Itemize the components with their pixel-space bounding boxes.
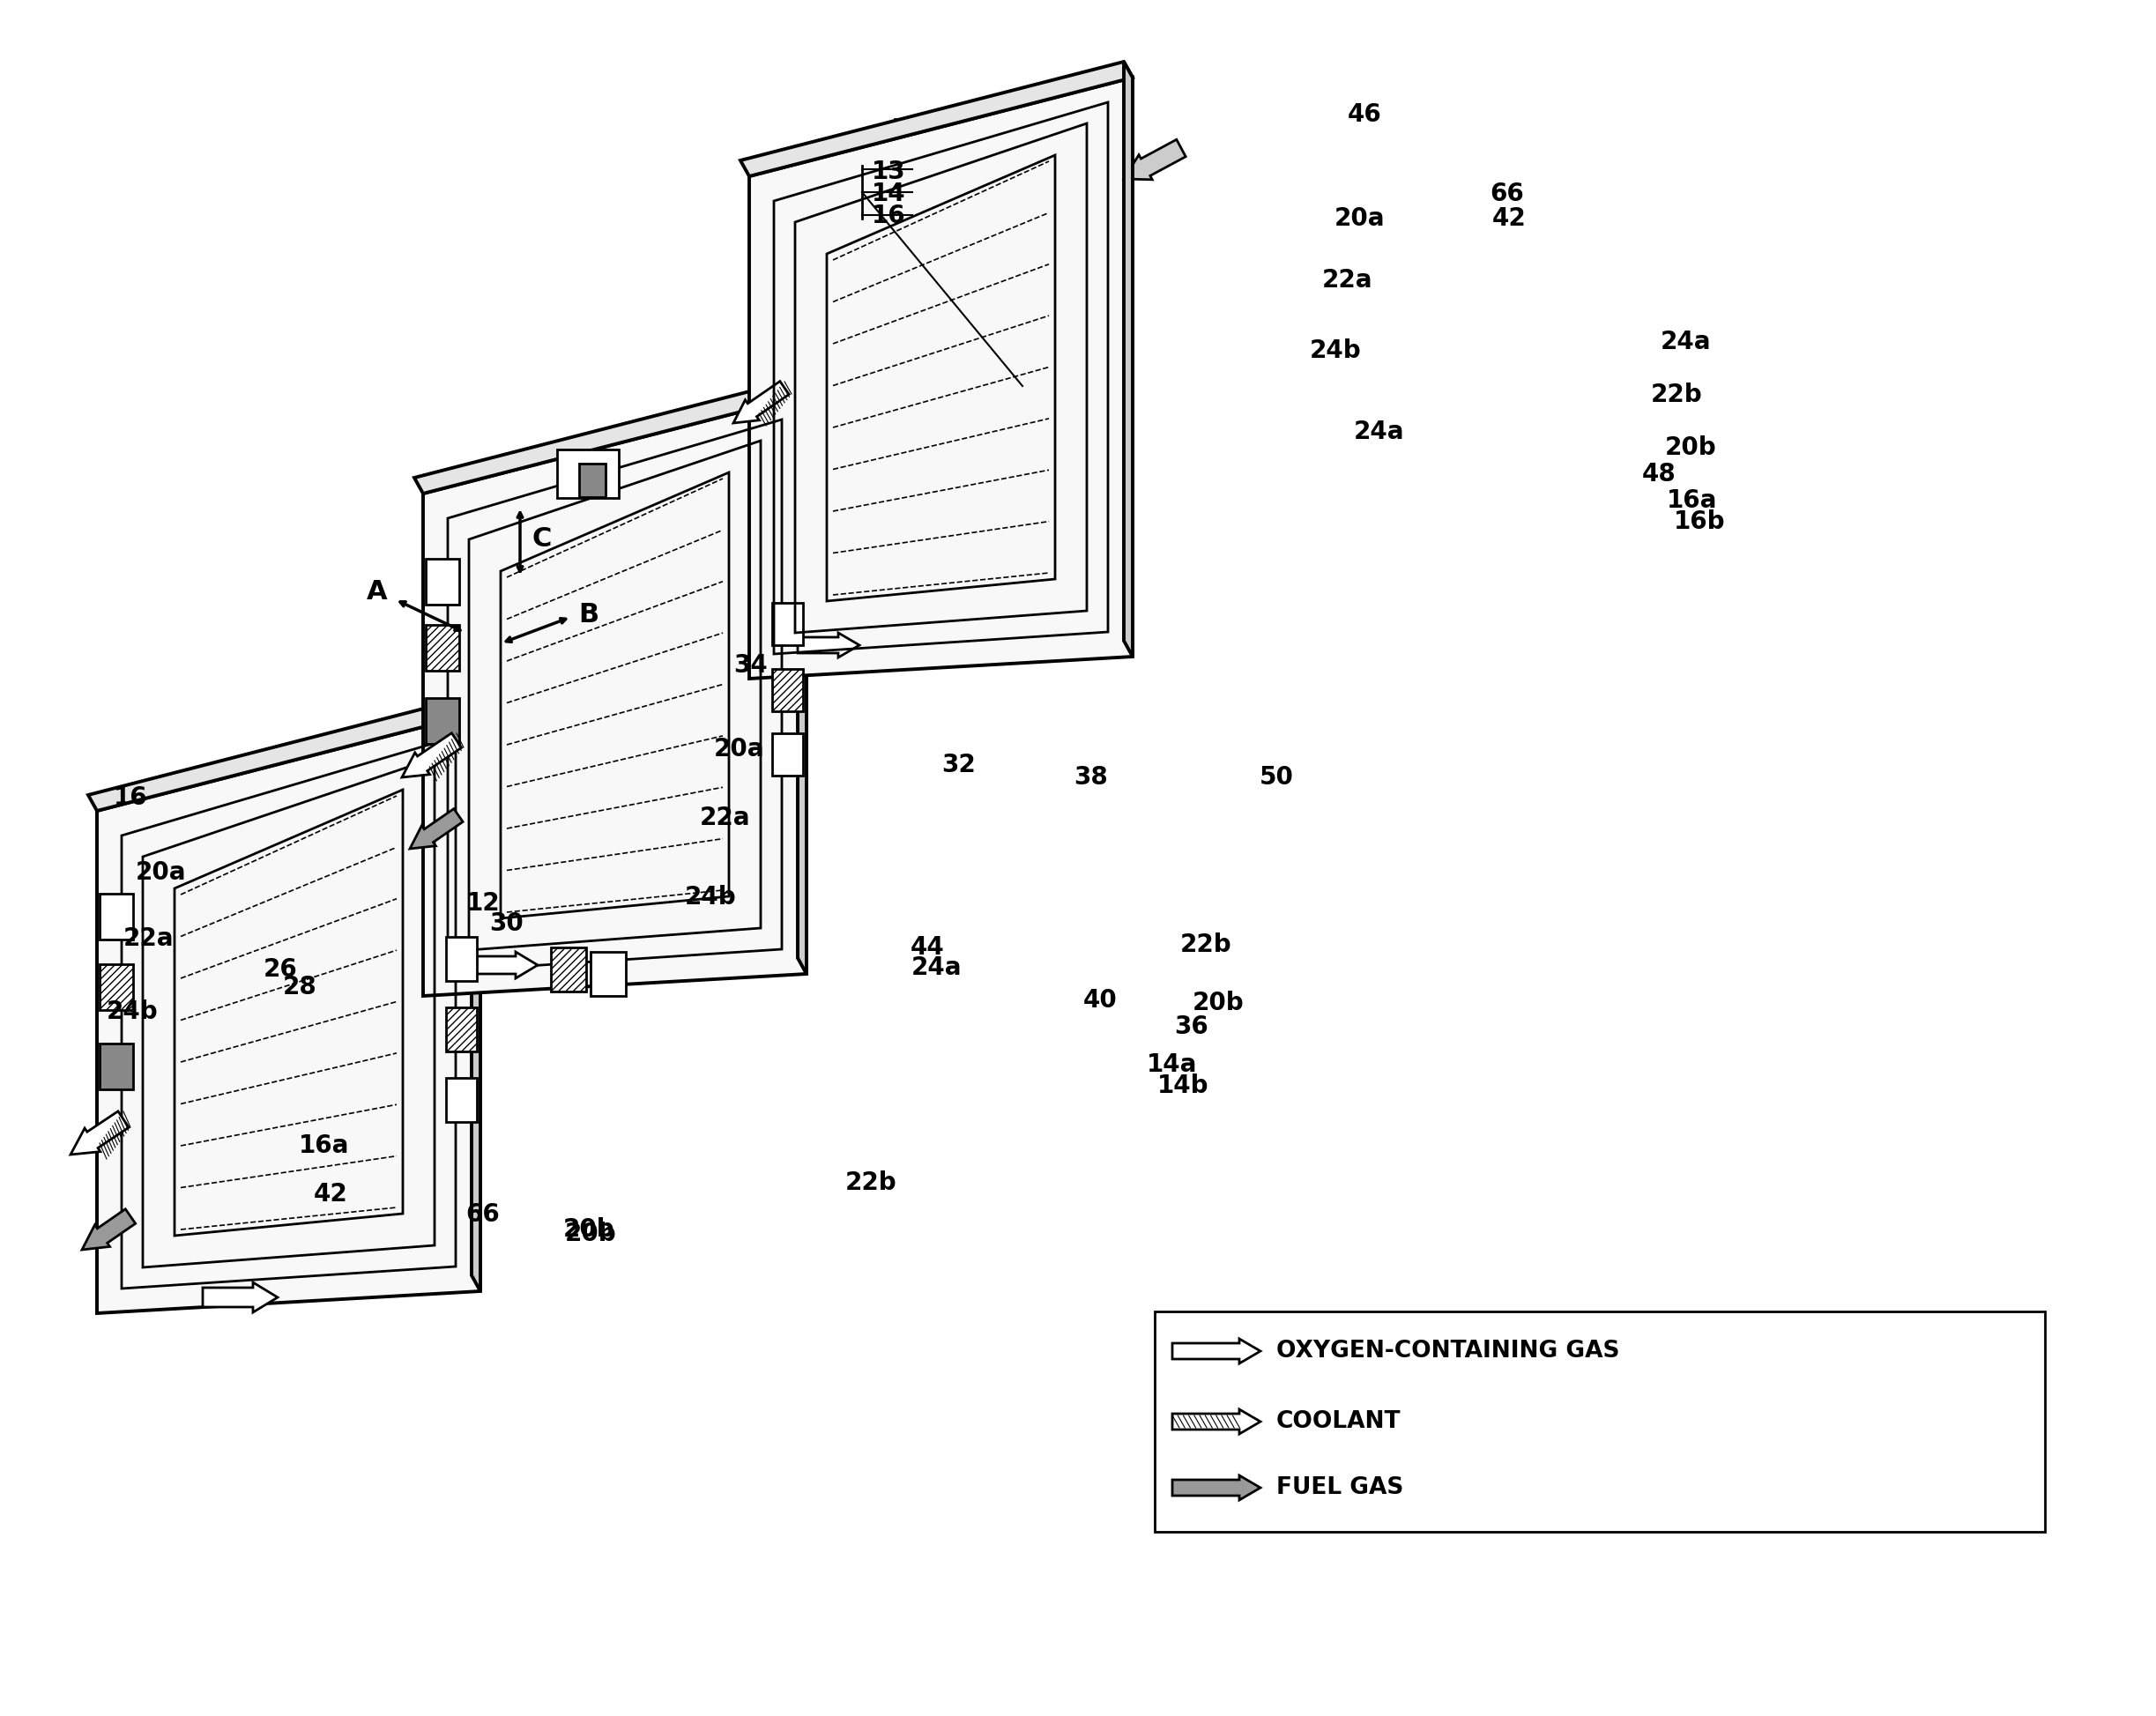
Text: 38: 38 [1074,765,1108,789]
FancyArrow shape [203,1282,278,1313]
Bar [752,223,785,269]
Polygon shape [740,62,1132,177]
FancyArrow shape [82,1210,136,1249]
Polygon shape [1123,62,1132,657]
Bar [425,559,459,604]
Text: 20a: 20a [136,860,185,885]
Bar [1097,390,1130,432]
FancyArrow shape [410,808,464,849]
Text: 66: 66 [466,1203,500,1227]
Polygon shape [423,395,806,995]
Bar [99,964,134,1011]
Bar [446,937,476,982]
Text: 22a: 22a [1322,268,1371,293]
Text: 20b: 20b [565,1222,617,1246]
Text: 36: 36 [1175,1014,1210,1040]
FancyArrow shape [472,952,537,978]
Polygon shape [472,697,481,1290]
Text: 30: 30 [489,911,524,935]
Text: 26: 26 [263,958,298,982]
Text: A: A [367,580,388,606]
Text: 50: 50 [1259,765,1294,789]
Text: 13: 13 [871,160,906,184]
FancyArrow shape [401,733,461,777]
Text: 44: 44 [910,935,944,959]
Text: 42: 42 [313,1182,347,1206]
FancyArrow shape [1173,1409,1261,1435]
Polygon shape [97,712,481,1313]
Text: C: C [533,527,552,553]
Bar [556,450,619,498]
Polygon shape [750,77,1132,678]
Text: 46: 46 [1348,103,1382,127]
Bar [99,1043,134,1090]
FancyArrow shape [1173,1476,1261,1500]
Text: 42: 42 [1492,206,1526,232]
Bar [1097,448,1130,491]
Bar [552,947,586,992]
Bar [772,733,802,776]
Text: 16: 16 [871,204,906,228]
FancyArrow shape [1173,1338,1261,1364]
Bar [1097,268,1130,311]
Text: OXYGEN-CONTAINING GAS: OXYGEN-CONTAINING GAS [1276,1340,1619,1363]
Text: 22a: 22a [699,805,750,831]
Bar [425,698,459,743]
Text: 24b: 24b [686,885,737,909]
Text: FUEL GAS: FUEL GAS [1276,1476,1404,1500]
Text: 14a: 14a [1147,1052,1197,1078]
FancyArrow shape [733,381,789,424]
Text: 12: 12 [466,891,500,916]
Text: 20a: 20a [714,736,763,762]
FancyArrow shape [798,633,860,657]
Text: 16a: 16a [300,1134,349,1158]
Text: 40: 40 [1082,988,1117,1012]
Text: 20b: 20b [563,1217,614,1242]
Text: 22b: 22b [1651,383,1703,407]
Text: 24a: 24a [910,956,962,980]
Text: 16a: 16a [1667,489,1718,513]
Text: 20a: 20a [1335,206,1384,232]
Bar [446,1078,476,1122]
Text: 14: 14 [871,182,906,206]
Text: 24a: 24a [1660,329,1710,353]
Text: 14b: 14b [1158,1074,1210,1098]
Bar [772,669,802,710]
Text: 34: 34 [733,654,768,678]
Text: COOLANT: COOLANT [1276,1411,1401,1433]
Text: 28: 28 [282,975,317,999]
Text: 24a: 24a [1354,419,1406,444]
Text: 20b: 20b [1664,436,1716,460]
Bar [1156,1311,2044,1532]
Bar [752,353,785,400]
Polygon shape [798,379,806,975]
Polygon shape [88,697,481,812]
Text: 24b: 24b [106,999,157,1024]
Text: 32: 32 [942,753,977,777]
Text: 66: 66 [1490,182,1524,206]
FancyArrow shape [1123,139,1186,180]
Bar [425,625,459,671]
Polygon shape [414,379,806,494]
Bar [1097,329,1130,372]
Text: 20b: 20b [1192,990,1244,1016]
Bar [752,287,785,333]
Text: 16b: 16b [1673,510,1725,534]
Text: 22b: 22b [845,1170,897,1194]
Bar [895,118,966,177]
Bar [580,463,606,498]
Text: 22a: 22a [123,927,172,951]
Text: 22b: 22b [1179,932,1231,958]
Bar [99,894,134,940]
Text: 16: 16 [114,786,147,810]
FancyArrow shape [71,1112,129,1155]
Bar [446,1007,476,1052]
Text: 24b: 24b [1309,338,1360,364]
Text: B: B [578,602,599,628]
Text: 48: 48 [1641,462,1675,487]
Bar [591,952,625,995]
Bar [772,602,802,645]
